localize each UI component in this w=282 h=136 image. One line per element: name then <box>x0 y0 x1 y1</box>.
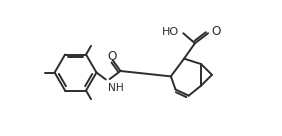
Text: NH: NH <box>109 83 124 93</box>
Text: O: O <box>211 25 221 38</box>
Text: HO: HO <box>162 27 179 37</box>
Text: O: O <box>107 50 117 63</box>
